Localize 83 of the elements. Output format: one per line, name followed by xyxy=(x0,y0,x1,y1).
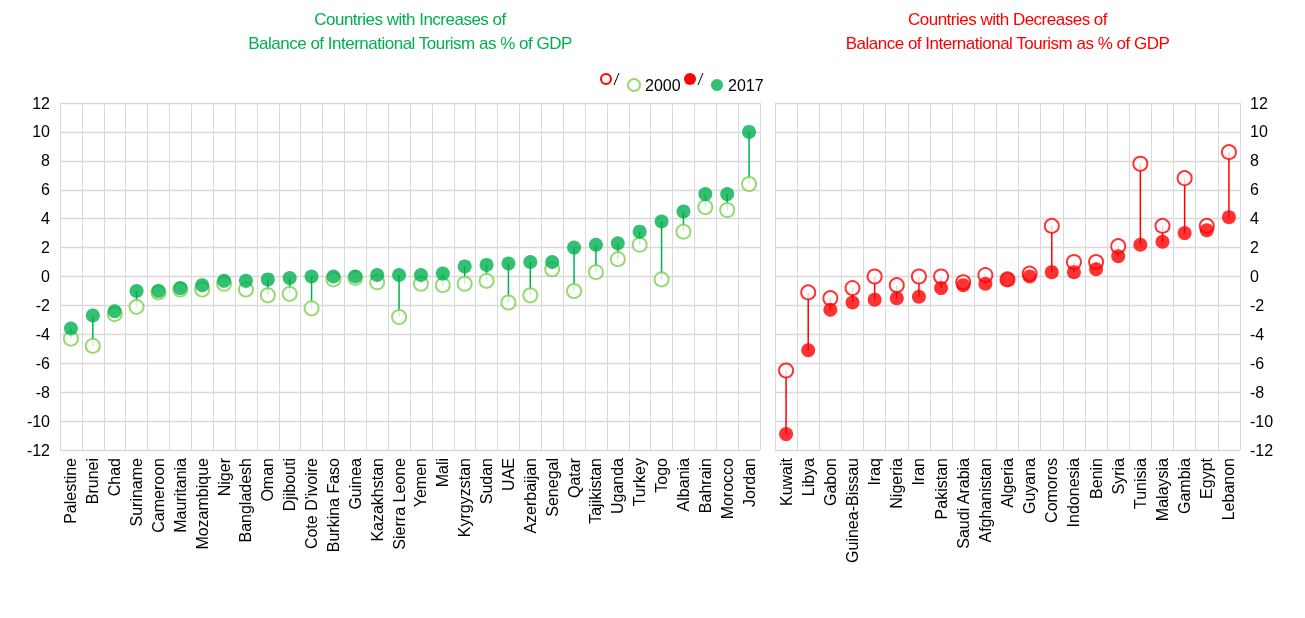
y-tick-label: -10 xyxy=(26,412,51,430)
x-tick-label: Tunisia xyxy=(1131,457,1149,509)
x-tick-label: Togo xyxy=(653,457,671,493)
x-tick-label: Niger xyxy=(215,457,233,497)
y2-tick-label: 10 xyxy=(1250,123,1268,141)
x-tick-label: Benin xyxy=(1087,458,1105,499)
x-tick-label: Morocco xyxy=(718,457,736,520)
y2-tick-label: -12 xyxy=(1250,441,1274,459)
y2-tick-label: -8 xyxy=(1250,383,1265,401)
x-tick-label: Palestine xyxy=(62,457,80,524)
legend-label: 2000 xyxy=(645,76,681,94)
y2-tick-label: -6 xyxy=(1250,354,1265,372)
x-tick-label: Iraq xyxy=(866,458,884,486)
x-tick-label: Suriname xyxy=(128,457,146,527)
x-tick-label: Kyrgyzstan xyxy=(456,458,474,538)
y-tick-label: 8 xyxy=(41,152,51,170)
legend-label: 2017 xyxy=(728,76,764,94)
x-tick-label: Algeria xyxy=(999,457,1016,508)
x-tick-label: Gabon xyxy=(821,458,839,507)
x-tick-label: Indonesia xyxy=(1065,457,1083,528)
chart-title: Countries with Decreases of Balance of International Tourism as % of GDP xyxy=(844,9,1171,55)
x-tick-label: Uganda xyxy=(609,457,627,515)
x-tick-label: Brunei xyxy=(84,458,102,505)
y2-tick-label: 12 xyxy=(1250,94,1268,112)
y-tick-label: 4 xyxy=(41,210,51,228)
y-tick-label: -8 xyxy=(35,383,51,401)
x-tick-label: Kuwait xyxy=(777,457,795,507)
x-tick-label: Comoros xyxy=(1043,458,1061,523)
x-tick-label: Djibouti xyxy=(281,458,299,512)
x-tick-label: Jordan xyxy=(740,458,758,507)
x-tick-label: Guyana xyxy=(1021,457,1039,515)
x-tick-label: Iran xyxy=(910,458,928,486)
x-tick-label: Sudan xyxy=(478,458,496,505)
x-tick-label: Nigeria xyxy=(888,457,906,509)
y2-tick-label: -2 xyxy=(1250,296,1265,314)
y-tick-label: 10 xyxy=(32,123,51,141)
x-tick-label: Libya xyxy=(799,457,817,497)
y-tick-label: 0 xyxy=(41,268,51,285)
x-tick-label: Syria xyxy=(1109,457,1127,495)
x-tick-label: Afghanistan xyxy=(976,458,994,543)
y2-tick-label: 0 xyxy=(1250,268,1259,285)
x-tick-label: Egypt xyxy=(1198,457,1216,499)
x-tick-label: Oman xyxy=(259,458,277,502)
y-tick-label: -12 xyxy=(26,441,51,459)
x-tick-label: UAE xyxy=(499,458,517,491)
x-tick-label: Guinea xyxy=(346,457,364,510)
x-tick-label: Burkina Faso xyxy=(324,457,342,553)
y2-tick-label: 2 xyxy=(1250,239,1259,257)
x-tick-label: Sierra Leone xyxy=(390,457,408,550)
y2-tick-label: 4 xyxy=(1250,210,1259,228)
x-tick-label: Gambia xyxy=(1176,457,1194,515)
x-tick-label: Lebanon xyxy=(1220,458,1238,521)
x-tick-label: Mali xyxy=(434,458,452,488)
x-tick-label: Pakistan xyxy=(932,458,950,520)
y2-tick-label: -10 xyxy=(1250,412,1274,430)
x-tick-label: Bangladesh xyxy=(237,458,255,543)
y-tick-label: 2 xyxy=(41,239,51,257)
x-tick-label: Mauritania xyxy=(171,457,189,533)
y-tick-label: 12 xyxy=(32,94,51,112)
x-tick-label: Turkey xyxy=(631,458,649,507)
y2-tick-label: -4 xyxy=(1250,325,1265,343)
x-tick-label: Chad xyxy=(106,458,124,497)
y-tick-label: 6 xyxy=(41,181,51,199)
x-tick-label: Yemen xyxy=(412,458,430,508)
x-tick-label: Cote D'ivoire xyxy=(303,457,321,550)
y2-tick-label: 6 xyxy=(1250,181,1259,199)
x-tick-label: Tajikistan xyxy=(587,458,605,524)
x-tick-label: Senegal xyxy=(543,458,561,517)
x-tick-label: Bahrain xyxy=(696,458,714,514)
y-tick-label: -2 xyxy=(35,296,51,314)
y-tick-label: -6 xyxy=(35,354,51,372)
x-tick-label: Cameroon xyxy=(149,458,167,533)
chart-title: Countries with Increases of Balance of International Tourism as % of GDP xyxy=(247,9,573,55)
x-tick-label: Saudi Arabia xyxy=(954,457,972,549)
x-tick-label: Mozambique xyxy=(193,457,211,550)
x-tick-label: Guinea-Bissau xyxy=(844,458,861,563)
x-tick-label: Azerbaijan xyxy=(521,458,539,534)
y-tick-label: -4 xyxy=(35,325,51,343)
x-tick-label: Malaysia xyxy=(1154,457,1171,522)
x-tick-label: Qatar xyxy=(565,457,583,499)
x-tick-label: Kazakhstan xyxy=(368,458,386,542)
x-tick-label: Albania xyxy=(674,457,692,512)
y2-tick-label: 8 xyxy=(1250,152,1259,170)
